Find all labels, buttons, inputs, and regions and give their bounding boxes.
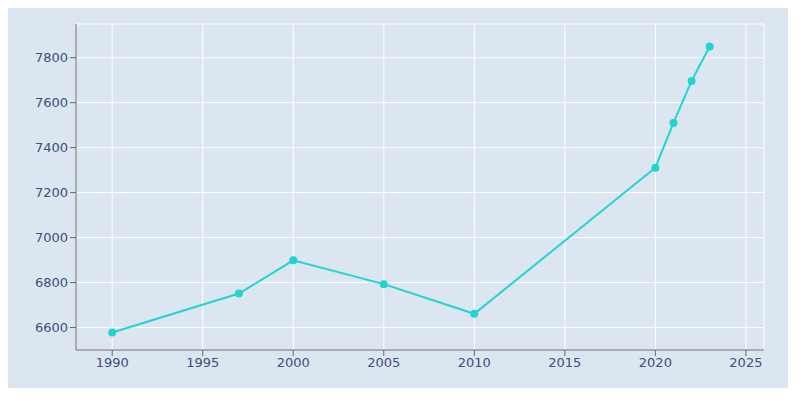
svg-text:2025: 2025 — [729, 355, 762, 370]
svg-text:1990: 1990 — [96, 355, 129, 370]
svg-text:2015: 2015 — [548, 355, 581, 370]
svg-text:1995: 1995 — [186, 355, 219, 370]
svg-text:2020: 2020 — [639, 355, 672, 370]
svg-text:6800: 6800 — [35, 275, 68, 290]
svg-text:2005: 2005 — [367, 355, 400, 370]
svg-text:7200: 7200 — [35, 185, 68, 200]
svg-text:7800: 7800 — [35, 50, 68, 65]
svg-text:7400: 7400 — [35, 140, 68, 155]
svg-text:7000: 7000 — [35, 230, 68, 245]
svg-text:2010: 2010 — [458, 355, 491, 370]
svg-text:6600: 6600 — [35, 320, 68, 335]
svg-text:7600: 7600 — [35, 95, 68, 110]
svg-text:2000: 2000 — [277, 355, 310, 370]
